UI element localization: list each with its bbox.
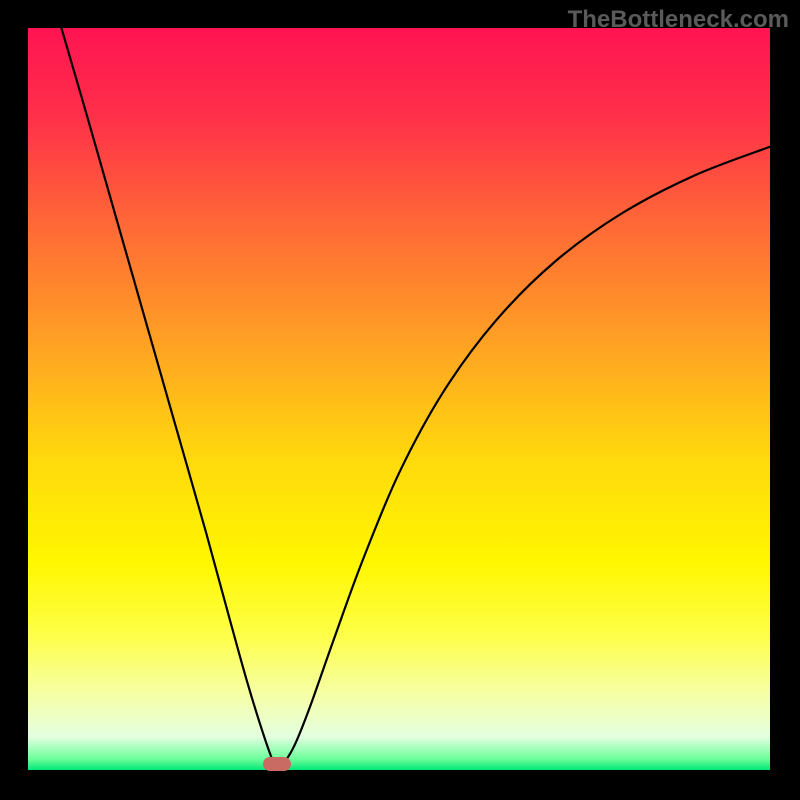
plot-area	[28, 28, 770, 770]
watermark-text: TheBottleneck.com	[568, 6, 789, 34]
bottleneck-curve	[28, 28, 770, 770]
sweet-spot-marker	[263, 757, 291, 771]
chart-container	[0, 0, 800, 800]
